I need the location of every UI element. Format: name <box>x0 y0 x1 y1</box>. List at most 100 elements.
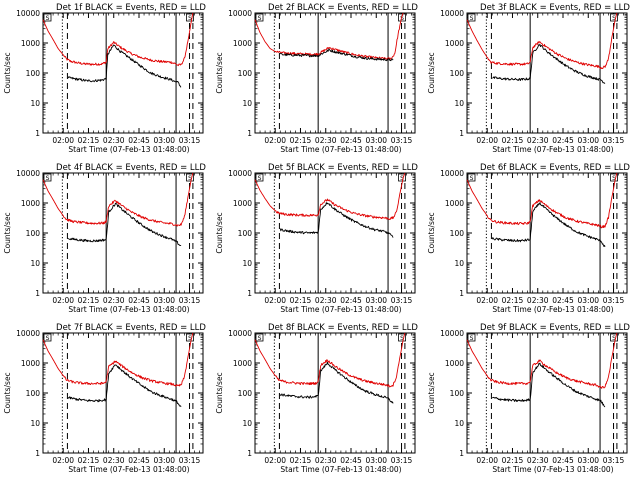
x-tick-label: 02:30 <box>103 136 125 145</box>
x-tick-label: 02:30 <box>103 296 125 305</box>
marker-box-right <box>610 173 618 182</box>
marker-box-left <box>467 173 476 182</box>
y-tick-label: 1000 <box>445 39 464 48</box>
y-tick-label: 10000 <box>16 329 40 338</box>
x-tick-label: 02:15 <box>290 296 312 305</box>
x-tick-label: 02:15 <box>78 136 100 145</box>
events-series-line <box>279 48 394 62</box>
lld-series-line <box>466 332 618 389</box>
y-axis-label: Counts/sec <box>427 372 436 413</box>
events-series-line <box>492 362 606 408</box>
x-tick-label: 03:00 <box>153 456 175 465</box>
lld-series-line <box>42 12 194 67</box>
chart-title: Det 6f BLACK = Events, RED = LLD <box>480 163 630 173</box>
y-axis-label: Counts/sec <box>427 52 436 93</box>
x-tick-label: 02:30 <box>527 456 549 465</box>
x-tick-label: 03:00 <box>577 136 599 145</box>
marker-box-right <box>610 13 618 22</box>
y-tick-label: 100 <box>26 389 41 398</box>
chart-panel-1: Det 1f BLACK = Events, RED = LLD 1 10 100 10… <box>3 3 206 154</box>
x-tick-label: 02:00 <box>476 296 498 305</box>
marker-box-left <box>467 333 476 342</box>
y-tick-label: 10 <box>454 419 464 428</box>
x-tick-label: 02:30 <box>103 456 125 465</box>
x-tick-label: 03:15 <box>179 456 201 465</box>
y-tick-label: 1 <box>35 129 40 138</box>
marker-box-label: S <box>470 175 474 182</box>
chart-panel-2: Det 2f BLACK = Events, RED = LLD 1 10 100 10… <box>215 3 418 154</box>
lld-series-line <box>42 332 194 387</box>
x-tick-label: 03:00 <box>577 296 599 305</box>
y-tick-label: 10000 <box>440 169 464 178</box>
y-tick-label: 100 <box>450 69 465 78</box>
x-tick-label: 02:15 <box>290 136 312 145</box>
marker-box-left <box>43 13 52 22</box>
y-tick-label: 10000 <box>16 169 40 178</box>
y-axis-label: Counts/sec <box>215 52 224 93</box>
x-tick-label: 02:30 <box>315 456 337 465</box>
y-axis-label: Counts/sec <box>427 212 436 253</box>
marker-box-label: S <box>258 175 262 182</box>
events-series-line <box>67 44 182 88</box>
marker-box-label: S <box>46 335 50 342</box>
y-tick-label: 100 <box>450 229 465 238</box>
x-axis-label: Start Time (07-Feb-13 01:48:00) <box>492 305 613 314</box>
x-axis-label: Start Time (07-Feb-13 01:48:00) <box>492 465 613 474</box>
marker-box-left <box>43 333 52 342</box>
y-tick-label: 100 <box>26 229 41 238</box>
chart-panel-3: Det 3f BLACK = Events, RED = LLD 1 10 100 10… <box>427 3 630 154</box>
x-tick-label: 02:00 <box>52 296 74 305</box>
x-tick-label: 02:45 <box>128 456 150 465</box>
y-tick-label: 10 <box>242 99 252 108</box>
x-tick-label: 02:00 <box>52 456 74 465</box>
marker-box-right <box>610 333 618 342</box>
x-axis-label: Start Time (07-Feb-13 01:48:00) <box>492 145 613 154</box>
chart-title: Det 3f BLACK = Events, RED = LLD <box>480 3 630 13</box>
x-tick-label: 03:00 <box>365 296 387 305</box>
x-tick-label: 02:45 <box>340 296 362 305</box>
x-axis-label: Start Time (07-Feb-13 01:48:00) <box>280 465 401 474</box>
x-tick-label: 02:45 <box>552 456 574 465</box>
y-tick-label: 10 <box>242 419 252 428</box>
y-axis-label: Counts/sec <box>215 212 224 253</box>
x-tick-label: 03:15 <box>179 136 201 145</box>
marker-box-right <box>186 13 194 22</box>
y-tick-label: 1 <box>247 129 252 138</box>
marker-box-label: S <box>470 335 474 342</box>
y-axis-label: Counts/sec <box>3 212 12 253</box>
marker-box-label: S <box>188 335 192 342</box>
x-tick-label: 03:15 <box>179 296 201 305</box>
marker-box-label: S <box>400 15 404 22</box>
x-tick-label: 02:00 <box>264 136 286 145</box>
events-series-line <box>279 361 394 404</box>
marker-box-label: S <box>46 175 50 182</box>
lld-series-line <box>254 332 406 388</box>
marker-box-label: S <box>46 15 50 22</box>
x-tick-label: 02:15 <box>502 296 524 305</box>
events-series-line <box>279 202 394 238</box>
x-tick-label: 02:45 <box>552 296 574 305</box>
y-tick-label: 1000 <box>21 199 40 208</box>
chart-title: Det 4f BLACK = Events, RED = LLD <box>56 163 206 173</box>
chart-panel-5: Det 5f BLACK = Events, RED = LLD 1 10 100 10… <box>215 163 418 314</box>
x-tick-label: 02:15 <box>290 456 312 465</box>
x-tick-label: 02:30 <box>527 136 549 145</box>
y-tick-label: 1000 <box>233 359 252 368</box>
chart-panel-6: Det 6f BLACK = Events, RED = LLD 1 10 100 10… <box>427 163 630 314</box>
marker-box-label: S <box>188 175 192 182</box>
x-tick-label: 02:00 <box>476 136 498 145</box>
y-tick-label: 10000 <box>440 9 464 18</box>
y-tick-label: 1 <box>35 289 40 298</box>
y-tick-label: 1 <box>459 129 464 138</box>
marker-box-label: S <box>400 175 404 182</box>
marker-box-left <box>255 333 264 342</box>
chart-title: Det 9f BLACK = Events, RED = LLD <box>480 323 630 333</box>
lld-series-line <box>466 172 618 229</box>
marker-box-label: S <box>470 15 474 22</box>
x-tick-label: 02:30 <box>315 296 337 305</box>
y-tick-label: 10 <box>454 259 464 268</box>
y-tick-label: 1000 <box>445 199 464 208</box>
y-tick-label: 10 <box>30 99 40 108</box>
x-tick-label: 02:45 <box>340 456 362 465</box>
marker-box-label: S <box>400 335 404 342</box>
